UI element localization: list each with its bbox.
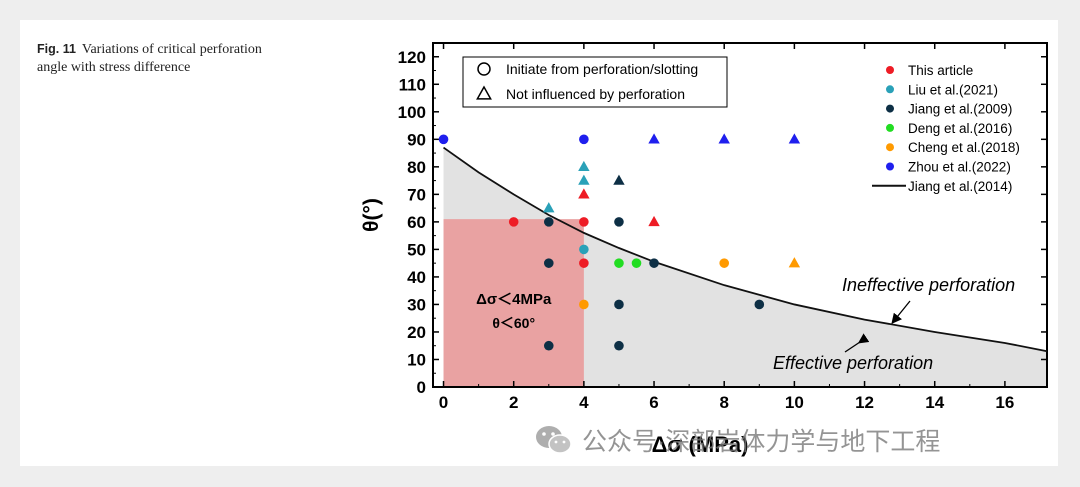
y-tick-label: 20 (407, 323, 426, 342)
data-point-circle (649, 258, 659, 268)
y-tick-label: 10 (407, 350, 426, 369)
data-point-circle (579, 244, 589, 255)
data-point-triangle (788, 257, 801, 268)
effective-region-layer (443, 147, 1047, 387)
x-tick-label: 14 (925, 393, 944, 412)
x-tick-label: 6 (649, 393, 658, 412)
legend-series-swatch (886, 123, 894, 132)
y-tick-label: 120 (398, 48, 426, 67)
legend-curve-label: Jiang et al.(2014) (908, 179, 1012, 194)
data-point-triangle (578, 160, 590, 172)
x-tick-label: 4 (579, 393, 589, 412)
figure-label: Fig. 11 (37, 42, 76, 56)
y-tick-label: 70 (407, 185, 426, 204)
figure-caption: Fig. 11 Variations of critical perforatio… (37, 40, 267, 77)
annotation-effective: Effective perforation (773, 353, 933, 373)
legend-series-label: Zhou et al.(2022) (908, 160, 1011, 175)
data-point-triangle (543, 202, 555, 213)
data-point-circle (579, 134, 589, 145)
effective-region (443, 147, 1047, 387)
data-point-circle (543, 258, 554, 268)
legend-triangle-icon (476, 85, 492, 100)
watermark-text: 公众号·深部岩体力学与地下工程 (582, 428, 941, 456)
legend-circle-label: Initiate from perforation/slotting (506, 61, 698, 77)
low-stress-region (443, 219, 584, 387)
x-tick-label: 2 (509, 393, 518, 412)
x-tick-label: 16 (995, 393, 1014, 412)
legend-series-swatch (886, 85, 894, 94)
data-point-triangle (648, 133, 660, 144)
y-tick-label: 90 (407, 130, 426, 149)
data-point-circle (579, 299, 589, 310)
y-tick-label: 50 (407, 240, 426, 259)
data-point-triangle (613, 174, 625, 185)
arrow-effective (844, 333, 870, 353)
data-point-circle (614, 340, 624, 351)
y-tick-label: 30 (407, 295, 426, 314)
data-point-circle (543, 217, 554, 227)
y-tick-label: 40 (407, 268, 426, 287)
x-axis-title: Δσ (MPa) (652, 432, 749, 457)
data-point-circle (579, 258, 589, 268)
legend-series-label: Deng et al.(2016) (908, 121, 1012, 136)
data-point-triangle (718, 133, 730, 144)
legend-series-label: Jiang et al.(2009) (908, 102, 1012, 117)
data-point-circle (579, 217, 589, 227)
data-point-triangle (648, 215, 660, 227)
legend-series-label: This article (908, 63, 973, 78)
arrow-ineffective (891, 300, 911, 325)
data-point-circle (508, 217, 519, 227)
data-marks-layer (438, 133, 1048, 353)
wechat-icon (536, 426, 572, 454)
data-point-circle (614, 299, 624, 310)
y-tick-label: 100 (398, 103, 426, 122)
data-point-triangle (578, 174, 590, 185)
annotation-ineffective: Ineffective perforation (842, 275, 1015, 295)
y-tick-label: 80 (407, 158, 426, 177)
y-tick-label: 0 (417, 378, 426, 397)
region-label-stress: Δσ＜4MPa (476, 291, 552, 308)
legend-series-swatch (886, 162, 894, 171)
x-tick-label: 0 (439, 393, 448, 412)
legend-series-label: Cheng et al.(2018) (908, 140, 1020, 155)
x-tick-label: 10 (785, 393, 804, 412)
marker-legend-box (462, 56, 728, 108)
legend-series-swatch (886, 143, 894, 152)
plot-frame (432, 42, 1048, 388)
annotation-layer: Δσ＜4MPa θ＜60° Ineffective perforation Effec… (476, 275, 1015, 373)
caption-text: Variations of critical perforation angle… (37, 42, 262, 75)
data-point-circle (754, 299, 765, 310)
region-label-angle: θ＜60° (492, 315, 535, 331)
legend-series-swatch (886, 104, 894, 113)
y-tick-label: 110 (399, 75, 426, 94)
x-tick-label: 8 (719, 393, 728, 412)
data-point-circle (543, 340, 554, 351)
legend-series-label: Liu et al.(2021) (908, 82, 998, 97)
legend-circle-icon (477, 62, 491, 76)
data-point-circle (438, 134, 449, 145)
y-tick-label: 60 (407, 213, 426, 232)
x-tick-label: 12 (855, 393, 874, 412)
data-point-triangle (578, 188, 590, 199)
watermark: 公众号·深部岩体力学与地下工程 (534, 420, 940, 460)
legend-series-swatch (886, 66, 894, 74)
data-point-triangle (788, 133, 801, 144)
legend-triangle-label: Not influenced by perforation (506, 86, 685, 102)
data-point-circle (719, 258, 730, 268)
data-point-circle (614, 217, 624, 227)
data-point-circle (614, 258, 624, 268)
data-point-circle (631, 258, 642, 268)
y-axis-title: θ(°) (360, 198, 383, 232)
axes-layer: 0 2 4 6 8 10 12 14 16 0 10 20 30 40 50 60 70 80 90 100 110 12… (360, 42, 1048, 457)
legend-layer: Initiate from perforation/slotting Not in… (462, 56, 1020, 194)
